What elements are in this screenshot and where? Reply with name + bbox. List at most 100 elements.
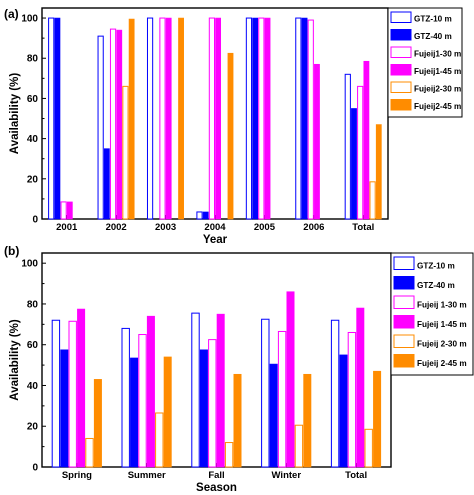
bar-winter-series-6 [303, 373, 312, 468]
bar-2003-series-3 [159, 17, 166, 220]
bar-2001-series-2 [54, 17, 61, 220]
bar-2003-series-1 [146, 17, 154, 220]
legend-swatch [393, 315, 415, 329]
x-tick-label: 2002 [106, 222, 127, 233]
legend-label: Fujeij 1-30 m [417, 301, 467, 310]
legend-label: Fujeij 2-30 m [417, 340, 467, 349]
x-tick-label: 2001 [56, 222, 78, 233]
legend-label: Fujeij 2-45 m [417, 359, 467, 368]
bar-2001-series-4 [66, 201, 73, 220]
bar-2001-series-1 [48, 17, 55, 220]
bar-fall-series-1 [191, 312, 200, 468]
legend-label: Fujeij1-45 m [414, 67, 461, 76]
legend-swatch [390, 29, 412, 41]
bar-total-series-5 [369, 181, 376, 220]
bar-total-series-2 [339, 354, 348, 468]
bar-2002-series-6 [128, 18, 135, 220]
bar-spring-series-3 [68, 320, 77, 468]
bar-2006-series-4 [314, 63, 320, 220]
bar-2004-series-2 [202, 211, 209, 220]
x-tick-label: Winter [272, 470, 302, 481]
legend-box [387, 7, 463, 118]
bar-total-series-4 [356, 307, 365, 468]
bar-2005-series-2 [252, 17, 259, 220]
bar-2001-series-3 [60, 201, 67, 220]
bar-2004-series-3 [208, 17, 216, 220]
legend-label: GTZ-10 m [414, 15, 452, 24]
legend-swatch [393, 334, 415, 348]
y-tick-label: 20 [27, 422, 39, 433]
x-tick-label: Fall [208, 470, 224, 481]
bar-summer-series-6 [163, 356, 172, 468]
bar-total-series-1 [344, 73, 351, 220]
chart-panel-a: 0 20 40 60 80 100 2001 2002 2003 2004 2005 2006 Tota… [4, 7, 463, 246]
bar-2005-series-4 [264, 17, 271, 220]
legend-label: GTZ-40 m [417, 281, 455, 290]
bar-fall-series-6 [233, 373, 242, 468]
bar-2004-series-4 [215, 17, 221, 220]
bar-2006-series-3 [307, 19, 314, 220]
bar-spring-series-4 [77, 308, 86, 468]
bar-total-series-5 [364, 428, 373, 468]
legend-swatch [393, 256, 415, 270]
legend: GTZ-10 m GTZ-40 m Fujeij1-30 m Fujeij1-45 m… [387, 7, 463, 118]
bar-total-series-6 [373, 370, 382, 468]
x-tick-label: 2005 [254, 222, 276, 233]
legend-label: GTZ-40 m [414, 32, 452, 41]
bar-2006-series-2 [301, 17, 308, 220]
x-axis-title: Year [203, 234, 228, 246]
bar-2002-series-1 [97, 35, 104, 220]
y-tick-label: 80 [27, 299, 39, 310]
legend-swatch [393, 295, 415, 309]
bar-summer-series-4 [146, 315, 155, 468]
y-tick-label: 100 [21, 14, 38, 25]
panel-label: (a) [4, 7, 19, 21]
y-axis-title: Availability (%) [9, 319, 21, 401]
bar-spring-series-6 [93, 379, 102, 468]
y-tick-label: 20 [27, 174, 39, 185]
legend: GTZ-10 m GTZ-40 m Fujeij 1-30 m Fujeij 1-45… [390, 252, 474, 376]
legend-label: Fujeij1-30 m [414, 50, 461, 59]
bar-2002-series-4 [116, 29, 123, 220]
bar-spring-series-1 [51, 319, 61, 468]
legend-swatch [390, 64, 412, 76]
legend-label: GTZ-10 m [417, 262, 455, 271]
bar-fall-series-5 [224, 442, 234, 468]
bar-winter-series-4 [286, 291, 295, 468]
x-tick-label: 2003 [155, 222, 176, 233]
y-tick-label: 40 [27, 134, 39, 145]
bar-winter-series-2 [269, 363, 278, 468]
bar-2004-series-6 [227, 52, 234, 220]
x-axis-title: Season [196, 482, 237, 494]
legend-swatch [390, 81, 412, 93]
y-tick-label: 0 [32, 215, 38, 226]
legend-swatch [390, 46, 412, 58]
bar-summer-series-3 [138, 334, 147, 468]
y-tick-label: 100 [21, 259, 38, 270]
bar-fall-series-4 [216, 313, 225, 468]
bar-fall-series-2 [199, 349, 208, 468]
bar-2002-series-2 [103, 148, 110, 220]
bar-winter-series-5 [294, 424, 304, 468]
bar-2003-series-6 [178, 17, 184, 220]
x-tick-label: Summer [128, 470, 166, 481]
y-tick-label: 60 [27, 94, 39, 105]
bar-2006-series-1 [295, 17, 302, 220]
x-tick-label: Total [352, 222, 374, 233]
bar-summer-series-2 [130, 357, 139, 468]
bar-summer-series-5 [155, 412, 164, 468]
bar-total-series-2 [351, 108, 357, 220]
bar-winter-series-1 [261, 318, 270, 468]
bar-2005-series-1 [245, 17, 253, 220]
bar-spring-series-5 [85, 437, 94, 468]
legend-label: Fujeij2-30 m [414, 85, 461, 94]
bar-winter-series-3 [277, 330, 287, 468]
legend-label: Fujeij2-45 m [414, 102, 461, 111]
y-tick-label: 0 [32, 463, 38, 474]
y-tick-label: 80 [27, 54, 39, 65]
panel-label: (b) [4, 244, 19, 258]
bar-2002-series-3 [109, 28, 117, 220]
x-tick-label: 2006 [303, 222, 324, 233]
bar-total-series-3 [357, 85, 364, 220]
